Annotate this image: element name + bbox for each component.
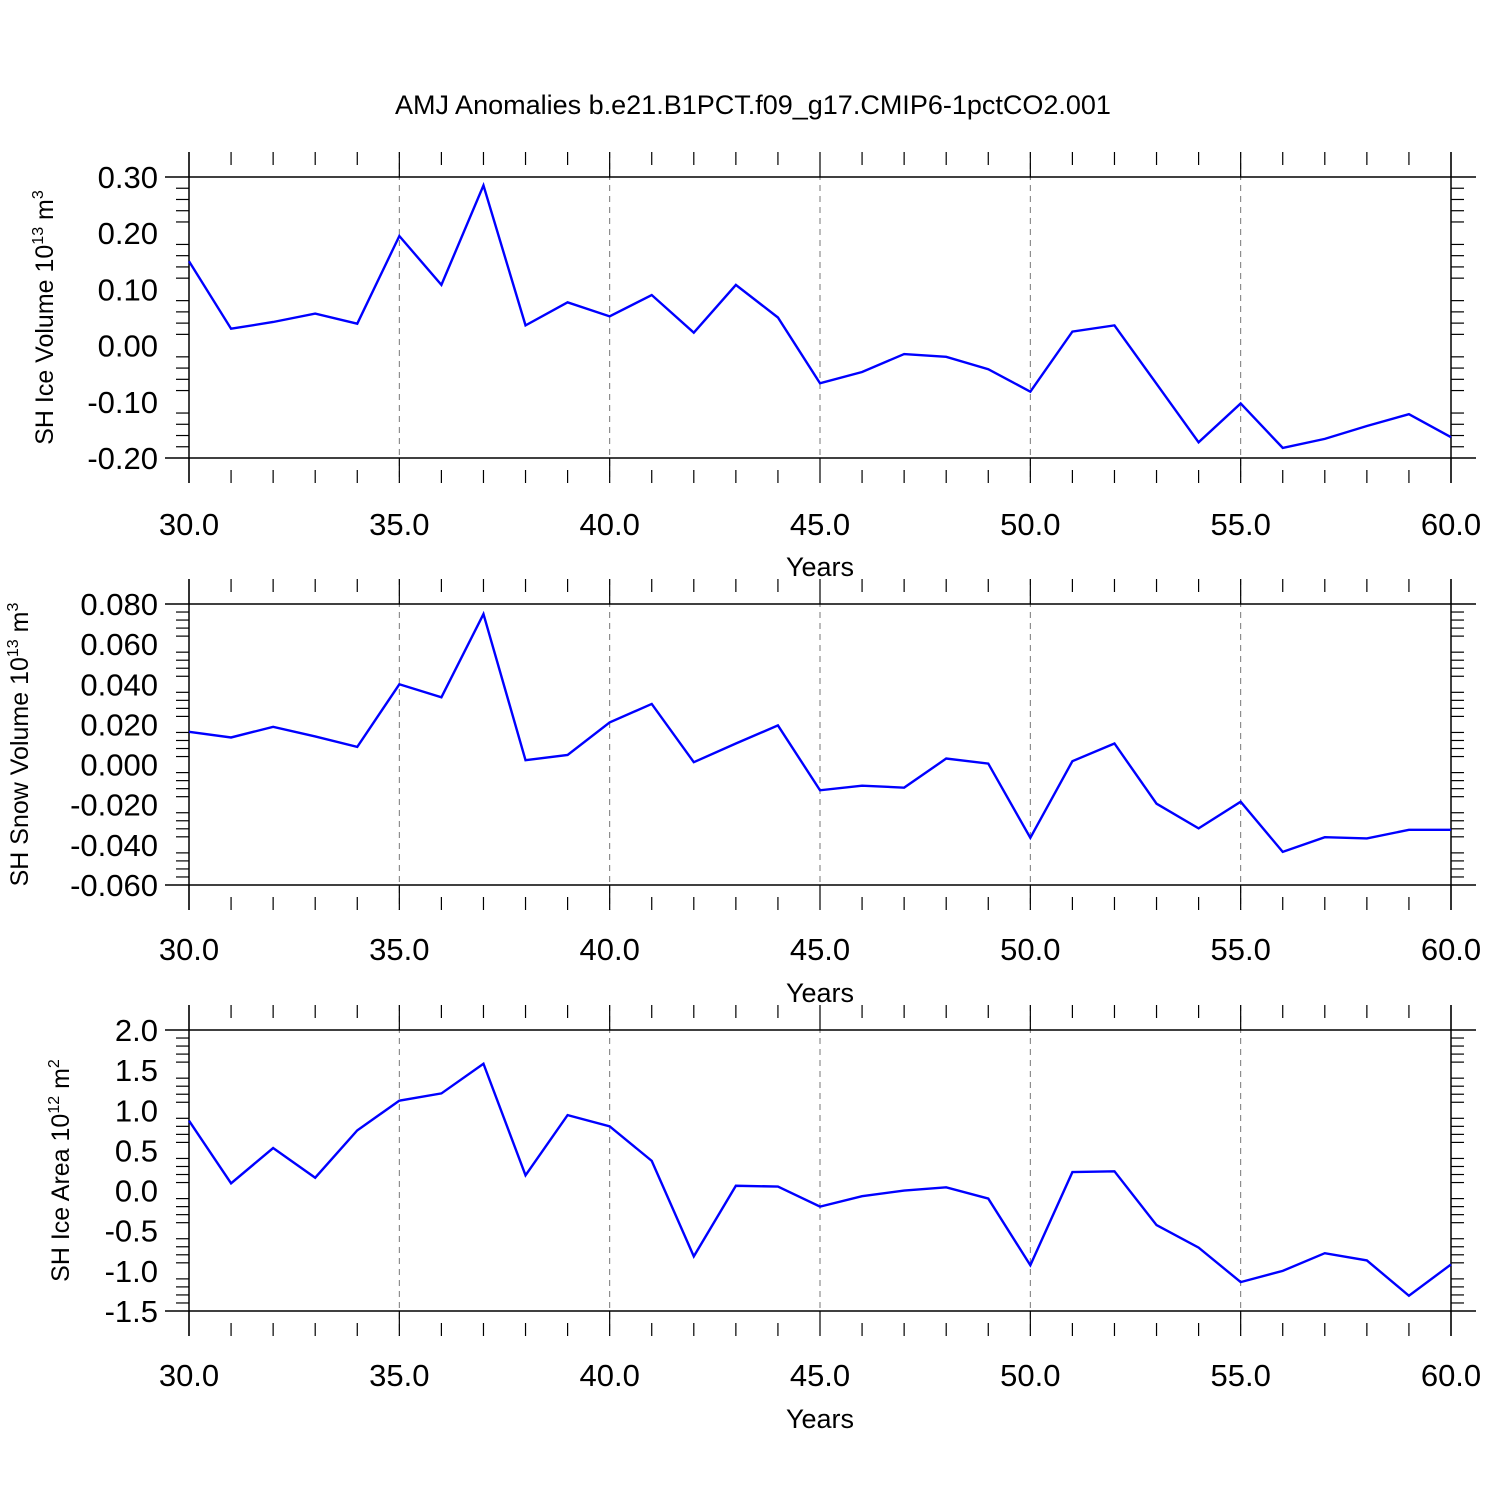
x-tick-label: 40.0 — [579, 1358, 639, 1393]
y-tick-label: 1.0 — [115, 1093, 158, 1128]
y-label-superscript: 3 — [5, 603, 22, 612]
y-tick-label: -0.040 — [70, 828, 158, 863]
x-tick-label: 55.0 — [1210, 1358, 1270, 1393]
x-tick-label: 50.0 — [1000, 507, 1060, 542]
series-line — [187, 181, 1452, 450]
y-tick-label: 0.10 — [98, 272, 158, 307]
y-axis-label: SH Ice Area 1012 m2 — [46, 1059, 75, 1282]
x-tick-label: 30.0 — [159, 507, 219, 542]
y-tick-label: 0.000 — [80, 748, 158, 783]
x-tick-label: 45.0 — [790, 932, 850, 967]
x-tick-label: 55.0 — [1210, 507, 1270, 542]
x-tick-label: 50.0 — [1000, 1358, 1060, 1393]
y-label-superscript: 13 — [30, 227, 47, 245]
x-tick-label: 60.0 — [1421, 507, 1481, 542]
y-tick-label: 0.20 — [98, 216, 158, 251]
x-axis-label: Years — [786, 978, 854, 1008]
y-label-text: SH Ice Volume 10 — [31, 245, 59, 445]
y-tick-label: -0.10 — [87, 385, 158, 420]
y-tick-label: -1.5 — [105, 1294, 158, 1329]
x-axis-label: Years — [786, 552, 854, 582]
panel-3: 2.0 1.5 1.0 0.5 0.0 -0.5 -1.0 -1.530.0 35.0 40.0 4… — [46, 1005, 1481, 1434]
y-axis-label: SH Snow Volume 1013 m3 — [5, 603, 34, 887]
x-tick-label: 60.0 — [1421, 932, 1481, 967]
x-tick-label: 45.0 — [790, 1358, 850, 1393]
y-tick-label: 1.5 — [115, 1053, 158, 1088]
y-label-superscript: 3 — [30, 190, 47, 199]
y-tick-label: 0.0 — [115, 1174, 158, 1209]
y-tick-label: 0.060 — [80, 627, 158, 662]
y-tick-label: 2.0 — [115, 1013, 158, 1048]
y-label-text: m — [6, 612, 34, 640]
y-tick-label: 0.020 — [80, 707, 158, 742]
y-tick-label: -0.020 — [70, 788, 158, 823]
y-tick-label: -0.060 — [70, 868, 158, 903]
x-tick-label: 35.0 — [369, 1358, 429, 1393]
y-label-text: SH Snow Volume 10 — [6, 657, 34, 886]
series-line — [188, 1061, 1452, 1298]
x-tick-label: 35.0 — [369, 932, 429, 967]
y-label-text: m — [31, 199, 59, 227]
y-label-text: m — [47, 1068, 75, 1096]
x-tick-label: 30.0 — [159, 1358, 219, 1393]
x-tick-label: 45.0 — [790, 507, 850, 542]
x-tick-label: 50.0 — [1000, 932, 1060, 967]
x-tick-label: 40.0 — [579, 932, 639, 967]
y-label-text: SH Ice Area 10 — [47, 1114, 75, 1282]
y-tick-label: -0.20 — [87, 441, 158, 476]
y-tick-label: 0.00 — [98, 329, 158, 364]
x-tick-label: 60.0 — [1421, 1358, 1481, 1393]
series-line — [188, 610, 1451, 854]
figure-title: AMJ Anomalies b.e21.B1PCT.f09_g17.CMIP6-… — [395, 90, 1111, 120]
y-tick-label: 0.30 — [98, 160, 158, 195]
y-tick-label: 0.080 — [80, 587, 158, 622]
y-tick-label: -0.5 — [105, 1214, 158, 1249]
y-tick-label: 0.5 — [115, 1133, 158, 1168]
x-tick-label: 40.0 — [579, 507, 639, 542]
y-tick-label: 0.040 — [80, 667, 158, 702]
y-label-superscript: 2 — [46, 1059, 63, 1068]
x-tick-label: 35.0 — [369, 507, 429, 542]
y-tick-label: -1.0 — [105, 1254, 158, 1289]
x-tick-label: 55.0 — [1210, 932, 1270, 967]
y-label-superscript: 13 — [5, 639, 22, 657]
panel-2: 0.080 0.060 0.040 0.020 0.000 -0.020 -0.040 -0.… — [5, 579, 1481, 1008]
x-axis-label: Years — [786, 1404, 854, 1434]
x-tick-label: 30.0 — [159, 932, 219, 967]
y-label-superscript: 12 — [46, 1096, 63, 1114]
y-axis-label: SH Ice Volume 1013 m3 — [30, 190, 59, 445]
